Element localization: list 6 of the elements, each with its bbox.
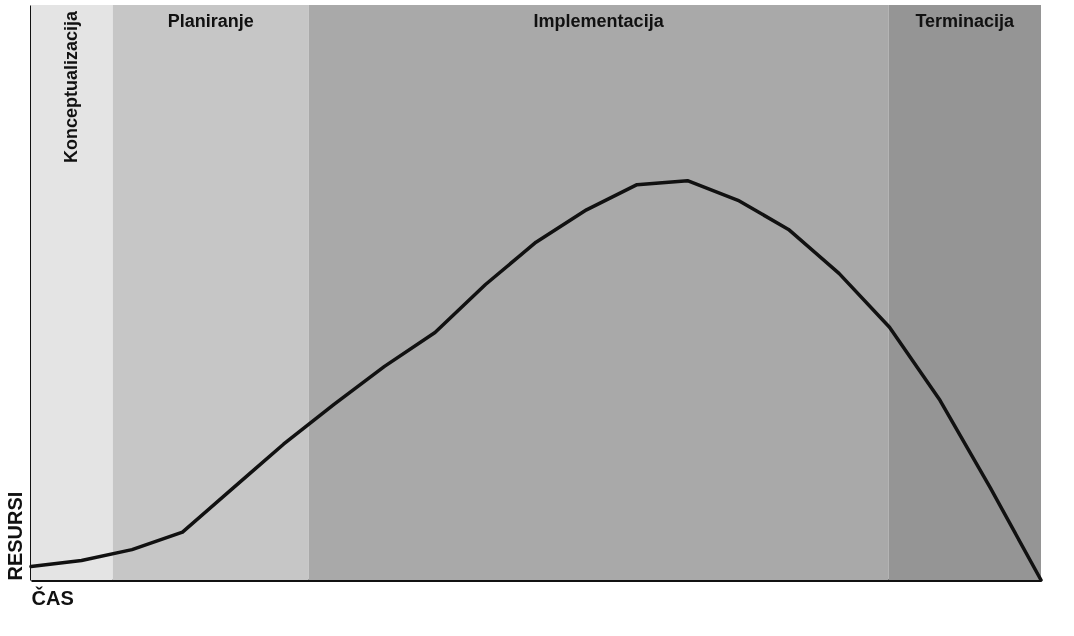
- x-axis-title: ČAS: [31, 585, 74, 609]
- text: Konceptualizacija: [60, 10, 81, 164]
- text: Terminacija: [915, 11, 1016, 31]
- text: Planiranje: [167, 11, 254, 31]
- y-axis-title: RESURSI: [3, 491, 26, 581]
- text: Implementacija: [533, 11, 665, 31]
